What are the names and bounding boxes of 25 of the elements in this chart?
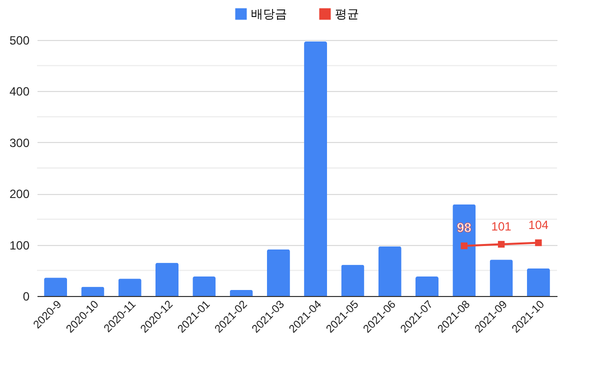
y-tick-label: 400 — [9, 84, 30, 99]
data-label: 98 — [456, 220, 472, 235]
bar — [230, 290, 253, 296]
bar — [378, 246, 402, 296]
bar — [452, 204, 476, 296]
bar — [526, 268, 550, 296]
y-tick-label: 0 — [22, 290, 30, 304]
bar — [341, 264, 364, 296]
legend-label: 평균 — [335, 7, 359, 21]
bar — [415, 276, 439, 296]
bar — [192, 276, 216, 296]
data-label: 104 — [528, 218, 549, 232]
bar — [81, 286, 104, 296]
bar — [490, 260, 513, 296]
y-tick-label: 500 — [9, 34, 30, 48]
y-tick-label: 300 — [9, 136, 30, 150]
bar — [304, 42, 328, 296]
y-tick-label: 100 — [9, 238, 30, 252]
bar — [266, 249, 290, 296]
legend-label: 배당금 — [251, 7, 287, 21]
bar — [118, 278, 142, 296]
bar — [155, 262, 179, 296]
bar — [44, 278, 68, 296]
y-tick-label: 200 — [9, 187, 30, 202]
data-label: 101 — [491, 219, 512, 234]
